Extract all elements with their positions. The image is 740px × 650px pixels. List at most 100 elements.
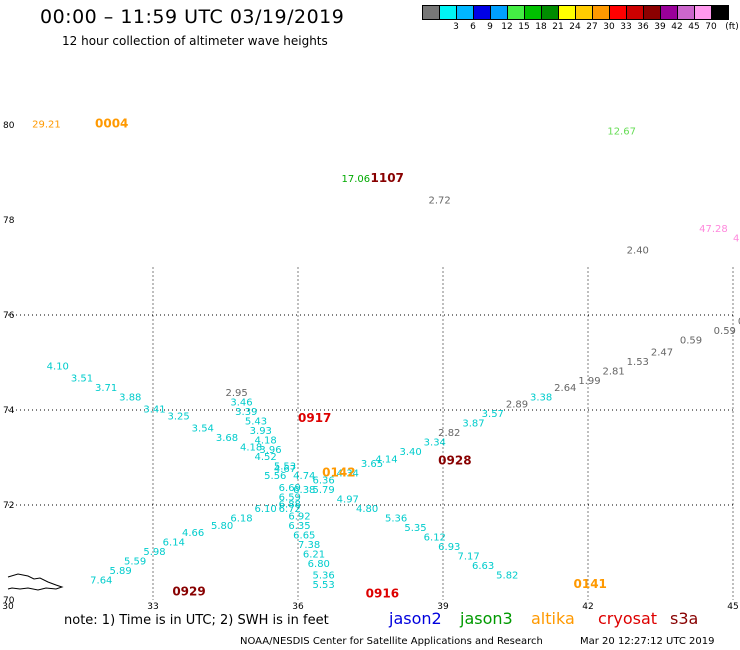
wave-height-value: 3.87 bbox=[462, 419, 484, 430]
lat-tick-label: 76 bbox=[3, 311, 15, 321]
legend-unit: (ft) bbox=[725, 22, 739, 32]
legend-label: 9 bbox=[487, 22, 493, 32]
wave-height-value: 5.79 bbox=[313, 485, 335, 496]
legend-label: 15 bbox=[518, 22, 530, 32]
wave-height-value: 4.74 bbox=[293, 471, 315, 482]
wave-height-value: 3.40 bbox=[400, 447, 422, 458]
pass-time-label: 0929 bbox=[172, 584, 205, 598]
wave-height-value: 47.28 bbox=[699, 224, 728, 235]
wave-height-value: 5.89 bbox=[110, 566, 132, 577]
satellite-label-s3a: s3a bbox=[670, 609, 699, 628]
legend-swatch bbox=[711, 5, 729, 20]
wave-height-value: 6.12 bbox=[424, 533, 446, 544]
satellite-label-altika: altika bbox=[531, 609, 575, 628]
wave-height-value: 3.38 bbox=[530, 393, 552, 404]
page-subtitle: 12 hour collection of altimeter wave hei… bbox=[62, 34, 328, 48]
satellite-label-jason3: jason3 bbox=[460, 609, 513, 628]
page-title: 00:00 – 11:59 UTC 03/19/2019 bbox=[40, 6, 345, 28]
wave-height-value: 3.25 bbox=[168, 412, 190, 423]
wave-height-value: 29.21 bbox=[32, 119, 61, 130]
wave-height-value: 2.72 bbox=[429, 195, 451, 206]
wave-height-value: 3.57 bbox=[482, 409, 504, 420]
lat-tick-label: 78 bbox=[3, 216, 15, 226]
wave-height-value: 5.36 bbox=[385, 514, 407, 525]
wave-height-value: 0.5 bbox=[738, 317, 740, 328]
wave-height-value: 12.67 bbox=[607, 127, 636, 138]
wave-height-value: 3.96 bbox=[259, 445, 281, 456]
pass-time-label: 0917 bbox=[298, 411, 331, 425]
legend-label: 18 bbox=[535, 22, 547, 32]
wave-height-value: 6.21 bbox=[303, 549, 325, 560]
wave-height-value: 6.80 bbox=[308, 559, 330, 570]
wave-height-value: 5.53 bbox=[274, 461, 296, 472]
wave-height-value: 6.35 bbox=[288, 521, 310, 532]
wave-height-value: 7.38 bbox=[298, 540, 320, 551]
wave-height-value: 6.63 bbox=[472, 561, 494, 572]
lat-tick-label: 70 bbox=[3, 596, 15, 606]
legend-label: 42 bbox=[671, 22, 683, 32]
lon-tick-label: 33 bbox=[147, 602, 158, 612]
wave-height-value: 4.10 bbox=[47, 362, 69, 373]
color-legend bbox=[422, 5, 729, 20]
wave-height-value: 4.97 bbox=[337, 495, 359, 506]
legend-label: 21 bbox=[552, 22, 564, 32]
wave-height-value: 4.52 bbox=[255, 452, 277, 463]
wave-height-value: 7.17 bbox=[458, 552, 480, 563]
wave-height-value: 6.72 bbox=[279, 504, 301, 515]
wave-height-value: 6.93 bbox=[438, 542, 460, 553]
pass-time-label: 1107 bbox=[371, 171, 404, 185]
wave-height-value: 6.65 bbox=[293, 530, 315, 541]
wave-height-value: 3.68 bbox=[216, 433, 238, 444]
wave-height-value: 4.66 bbox=[182, 528, 204, 539]
pass-time-label: 0141 bbox=[574, 577, 607, 591]
wave-height-value: 47.4 bbox=[733, 233, 740, 244]
pass-time-label: 0142 bbox=[322, 466, 355, 480]
wave-height-value: 3.46 bbox=[230, 397, 252, 408]
wave-height-value: 1.53 bbox=[627, 357, 649, 368]
pass-time-label: 0928 bbox=[438, 454, 471, 468]
wave-height-value: 1.99 bbox=[578, 376, 600, 387]
wave-height-value: 4.14 bbox=[375, 454, 397, 465]
wave-height-value: 3.93 bbox=[250, 426, 272, 437]
satellite-label-cryosat: cryosat bbox=[598, 609, 658, 628]
credit-line: NOAA/NESDIS Center for Satellite Applica… bbox=[240, 636, 543, 647]
wave-height-value: 3.54 bbox=[192, 423, 214, 434]
wave-height-value: 5.80 bbox=[211, 521, 233, 532]
lon-tick-label: 42 bbox=[582, 602, 593, 612]
legend-label: 33 bbox=[620, 22, 632, 32]
legend-label: 45 bbox=[688, 22, 700, 32]
wave-height-value: 6.59 bbox=[279, 492, 301, 503]
wave-height-value: 3.71 bbox=[95, 383, 117, 394]
wave-height-value: 5.35 bbox=[404, 523, 426, 534]
wave-height-value: 3.39 bbox=[235, 407, 257, 418]
wave-height-value: 4.67 bbox=[274, 464, 296, 475]
legend-label: 30 bbox=[603, 22, 615, 32]
wave-height-value: 5.43 bbox=[245, 416, 267, 427]
wave-height-value: 5.98 bbox=[143, 547, 165, 558]
wave-height-value: 4.18 bbox=[255, 435, 277, 446]
wave-height-value: 0.59 bbox=[714, 326, 736, 337]
pass-time-label: 0004 bbox=[95, 116, 128, 130]
satellite-label-jason2: jason2 bbox=[389, 609, 442, 628]
wave-height-value: 3.41 bbox=[143, 404, 165, 415]
wave-height-value: 2.40 bbox=[627, 245, 649, 256]
legend-label: 3 bbox=[453, 22, 459, 32]
lon-tick-label: 36 bbox=[292, 602, 304, 612]
footnote: note: 1) Time is in UTC; 2) SWH is in fe… bbox=[64, 613, 329, 628]
lat-tick-label: 74 bbox=[3, 406, 15, 416]
wave-height-value: 6.36 bbox=[313, 476, 335, 487]
wave-height-value: 3.88 bbox=[119, 393, 141, 404]
legend-label: 6 bbox=[470, 22, 476, 32]
wave-height-value: 5.56 bbox=[264, 471, 286, 482]
wave-height-value: 3.65 bbox=[361, 459, 383, 470]
pass-time-label: 0916 bbox=[366, 587, 399, 601]
lat-tick-label: 80 bbox=[3, 121, 15, 131]
color-legend-labels: 3 6 9 12 15 18 21 24 27 30 33 36 39 42 45 70 (ft) bbox=[422, 22, 740, 34]
wave-height-value: 5.59 bbox=[124, 556, 146, 567]
legend-label: 12 bbox=[501, 22, 513, 32]
wave-height-value: 2.81 bbox=[603, 366, 625, 377]
lon-tick-label: 30 bbox=[2, 602, 14, 612]
coastline bbox=[7, 573, 64, 591]
legend-label: 27 bbox=[586, 22, 598, 32]
